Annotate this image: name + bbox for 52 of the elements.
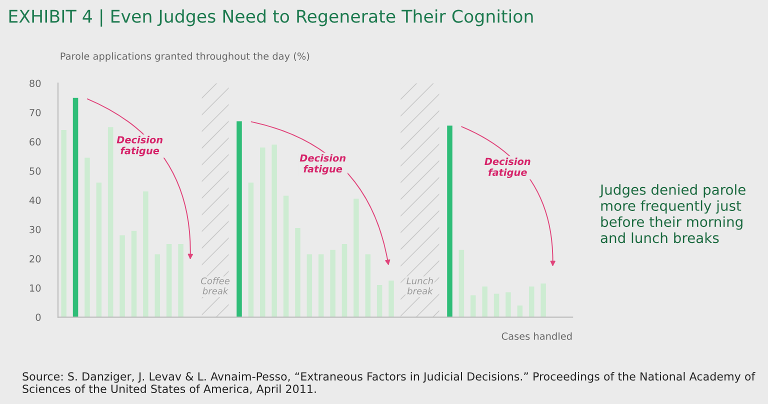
bar — [283, 196, 289, 318]
y-tick-label: 60 — [30, 138, 41, 146]
bar — [260, 148, 266, 318]
bar — [143, 191, 148, 318]
text: Judges denied parole more frequently just before their morning and lunch breaks — [599, 184, 746, 244]
chart-title: EXHIBIT 4 | Even Judges Need to Regenerate Their Cognition — [9, 9, 533, 27]
bar — [506, 292, 511, 318]
y-tick-label: 70 — [30, 108, 41, 116]
bar — [154, 254, 160, 318]
y-tick-label: 10 — [30, 284, 41, 292]
bar — [166, 244, 172, 318]
bar — [131, 230, 137, 318]
bar — [388, 280, 394, 318]
bar — [470, 295, 476, 318]
source-note: Source: S. Danziger, J. Levav & L. Avnaim-Pesso, “Extraneous Factors in Judicial Decisions.” Proceedings of the National Academy of Sciences of the United States of America, April 2011. — [22, 372, 756, 396]
bar — [447, 126, 452, 318]
bar — [96, 182, 102, 318]
y-tick-label: 0 — [36, 314, 41, 321]
annotation: Decision fatigue — [116, 136, 163, 156]
bar — [72, 98, 78, 318]
bar — [248, 182, 254, 318]
bar — [365, 254, 371, 318]
bar — [528, 286, 534, 318]
bar — [306, 254, 312, 318]
y-tick-label: 30 — [30, 226, 41, 234]
bar — [61, 130, 66, 318]
bar — [108, 127, 114, 318]
x-axis-title: Cases handled — [502, 332, 572, 340]
bar — [330, 250, 336, 318]
bar — [342, 244, 348, 318]
bar — [540, 284, 546, 318]
bar — [354, 198, 359, 318]
annotation: Decision fatigue — [300, 154, 346, 175]
bar — [236, 121, 242, 318]
annotation: Coffee break — [201, 277, 230, 294]
bar — [482, 286, 488, 318]
bar — [120, 235, 125, 318]
bar — [494, 294, 500, 318]
y-axis-title: Parole applications granted throughout the day (%) — [60, 52, 310, 62]
bar — [376, 284, 382, 318]
bar — [295, 228, 300, 318]
y-tick-label: 20 — [30, 255, 41, 262]
bar — [272, 144, 277, 318]
y-tick-label: 50 — [30, 167, 41, 175]
annotation: Lunch break — [406, 277, 434, 294]
annotation: Decision fatigue — [484, 158, 530, 178]
bar — [458, 250, 464, 318]
bar — [318, 254, 324, 318]
bar — [178, 244, 184, 318]
y-tick-label: 80 — [30, 80, 41, 88]
y-tick-label: 40 — [29, 196, 41, 204]
bar — [84, 158, 90, 318]
